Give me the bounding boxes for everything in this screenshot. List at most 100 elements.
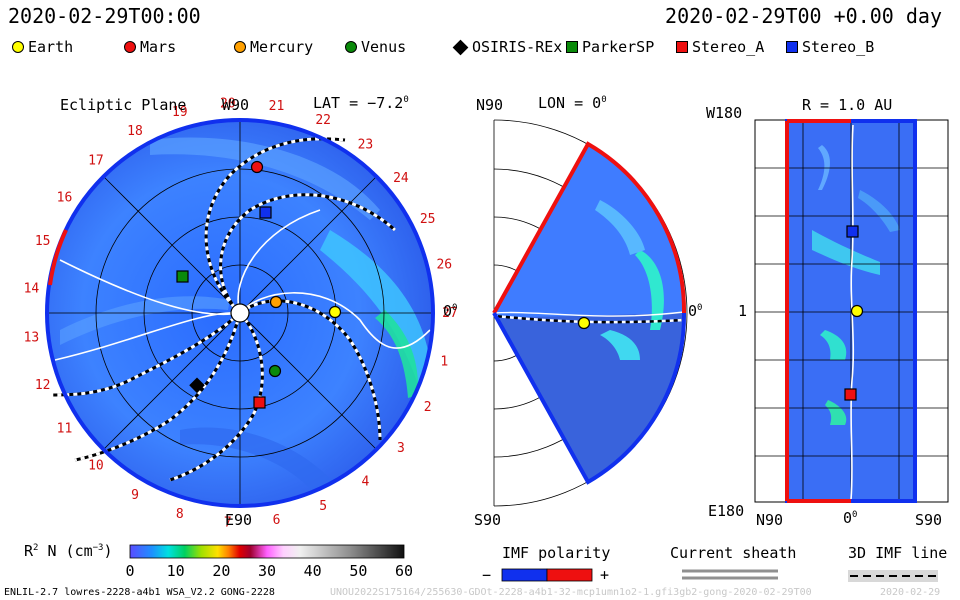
legend-stereo-b: Stereo_B	[786, 38, 874, 56]
stereo-a-marker-icon	[676, 41, 688, 53]
carrington-label: 15	[35, 234, 51, 249]
colorbar-tick-label: 10	[166, 562, 185, 580]
stereo-b-marker-icon	[786, 41, 798, 53]
carrington-label: 11	[57, 421, 73, 436]
stereo-a-marker	[253, 396, 266, 409]
colorbar-tick-label: 30	[258, 562, 277, 580]
colorbar-tick-label: 50	[349, 562, 368, 580]
radial-mid-left: 1	[738, 302, 748, 320]
stereo-b-marker	[259, 206, 272, 219]
colorbar-tick-label: 20	[212, 562, 231, 580]
current-sheath-title: Current sheath	[670, 544, 797, 562]
date-left: 2020-02-29T00:00	[8, 4, 201, 28]
meridional-top-label: N90	[476, 96, 504, 114]
ecliptic-features	[60, 137, 430, 500]
carrington-label: 5	[319, 499, 327, 514]
carrington-label: 18	[127, 124, 143, 139]
carrington-label: 14	[24, 282, 40, 297]
imf-polarity-title: IMF polarity	[502, 544, 611, 562]
earth-marker-icon	[12, 41, 24, 53]
legend-mars: Mars	[124, 38, 176, 56]
carrington-label: 20	[220, 96, 236, 111]
radial-x-right: S90	[915, 511, 943, 529]
colorbar	[129, 544, 405, 559]
venus-marker-icon	[345, 41, 357, 53]
imf-line-symbol	[848, 570, 938, 582]
radial-top-left: W180	[706, 104, 743, 122]
mars-marker-icon	[124, 41, 136, 53]
ecliptic-top-label: W90	[222, 96, 250, 114]
earth-marker-radial	[850, 304, 864, 318]
carrington-label: 17	[88, 153, 104, 168]
colorbar-gradient	[129, 544, 405, 559]
meridional-lon-label: LON = 00	[538, 94, 607, 112]
meridional-polarity-blue	[492, 312, 687, 485]
stereo-b-marker-radial	[846, 225, 859, 238]
footer-right: 2020-02-29	[880, 587, 941, 598]
carrington-label: 9	[131, 488, 139, 503]
carrington-label: 6	[273, 513, 281, 528]
imf-polarity-plus: +	[600, 566, 610, 584]
carrington-label: 25	[420, 212, 436, 227]
legend-venus: Venus	[345, 38, 406, 56]
carrington-label: 8	[176, 507, 184, 522]
date-right: 2020-02-29T00 +0.00 day	[665, 4, 942, 28]
radial-x-mid: 00	[843, 509, 858, 527]
carrington-label: 2	[424, 400, 432, 415]
carrington-label: 10	[88, 459, 104, 474]
carrington-label: 22	[315, 113, 331, 128]
current-sheath-symbol	[682, 569, 778, 580]
legend-mercury: Mercury	[234, 38, 313, 56]
colorbar-tick-label: 60	[395, 562, 414, 580]
meridional-plane-panel	[492, 119, 688, 507]
radial-x-left: N90	[756, 511, 784, 529]
ecliptic-polarity-ring	[45, 118, 435, 508]
colorbar-tick-label: 40	[303, 562, 322, 580]
carrington-label: 3	[397, 441, 405, 456]
colorbar-label: R2 N (cm−3)	[24, 542, 113, 560]
ecliptic-right-label: 00	[443, 302, 458, 320]
meridional-bottom-label: S90	[474, 511, 502, 529]
carrington-label: 16	[57, 191, 73, 206]
mercury-marker-icon	[234, 41, 246, 53]
ecliptic-polarity-red-segment	[48, 229, 68, 286]
venus-marker	[268, 364, 282, 378]
carrington-label: 21	[269, 99, 285, 114]
parkersp-marker-icon	[566, 41, 578, 53]
colorbar-tick-label: 0	[125, 562, 135, 580]
footer-mid: UNOU2022S175164/255630-GDOt-2228-a4b1-32…	[330, 587, 812, 598]
carrington-label: 27	[442, 306, 458, 321]
imf-polarity-minus: −	[482, 566, 492, 584]
ecliptic-grid	[47, 120, 433, 506]
legend-earth: Earth	[12, 38, 73, 56]
carrington-label: 23	[358, 138, 374, 153]
carrington-label: 12	[35, 378, 51, 393]
meridional-polarity-red	[492, 141, 687, 314]
imf-polarity-bar	[501, 568, 593, 582]
carrington-label: 7	[224, 516, 232, 531]
carrington-label: 1	[440, 354, 448, 369]
ecliptic-bottom-label: E90	[225, 511, 253, 529]
imf-line-title: 3D IMF line	[848, 544, 948, 562]
radial-title: R = 1.0 AU	[802, 96, 893, 114]
carrington-label: 4	[361, 474, 369, 489]
mars-marker	[250, 160, 264, 174]
ecliptic-lat-label: LAT = −7.20	[313, 94, 409, 112]
ecliptic-title: Ecliptic Plane	[60, 96, 187, 114]
meridional-right-label: 00	[688, 302, 703, 320]
carrington-label: 24	[393, 171, 409, 186]
radial-bottom-left: E180	[708, 502, 745, 520]
radial-map-panel	[754, 119, 949, 503]
parkersp-marker	[176, 270, 189, 283]
legend-parkersp: ParkerSP	[566, 38, 654, 56]
ecliptic-field-lines	[54, 209, 431, 361]
earth-marker-meridional	[577, 316, 591, 330]
mercury-marker	[269, 295, 283, 309]
sun-icon	[230, 303, 250, 323]
osiris-rex-marker	[189, 377, 205, 394]
legend-stereo-a: Stereo_A	[676, 38, 764, 56]
carrington-label: 26	[436, 258, 452, 273]
